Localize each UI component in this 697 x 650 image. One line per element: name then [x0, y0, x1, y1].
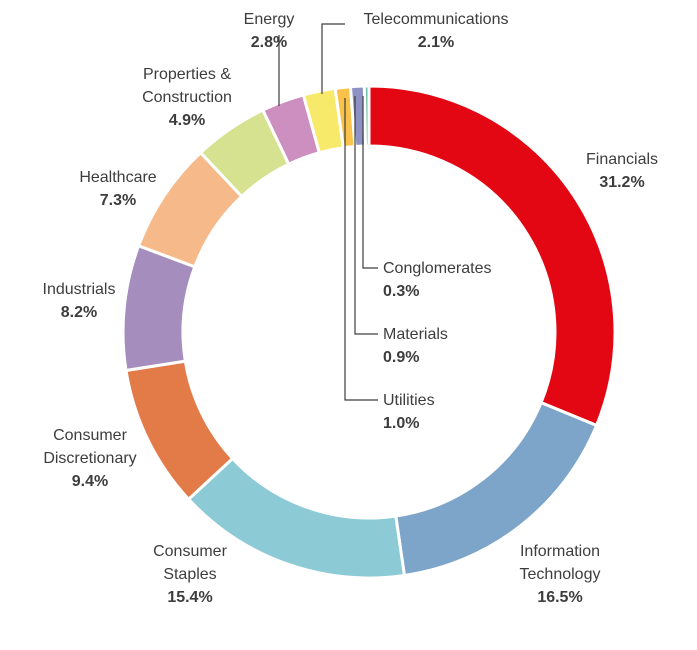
label-value: 7.3% [100, 192, 136, 209]
label-materials: Materials 0.9% [383, 326, 448, 366]
label-name-line: Consumer [153, 543, 227, 560]
leader-lines [278, 23, 378, 401]
labels-group: Financials 31.2% Information Technology 16.5… [43, 11, 658, 606]
slices-group [121, 84, 617, 580]
label-healthcare: Healthcare 7.3% [79, 169, 156, 209]
label-value: 8.2% [61, 304, 97, 321]
label-name-line: Properties & [143, 66, 231, 83]
label-consumer-discretionary: Consumer Discretionary 9.4% [43, 427, 136, 490]
slice-industrials [121, 243, 197, 373]
label-value: 2.1% [418, 34, 454, 51]
label-value: 9.4% [72, 473, 108, 490]
label-value: 31.2% [599, 174, 644, 191]
label-industrials: Industrials 8.2% [43, 281, 116, 321]
slice-conglomerates [362, 84, 371, 148]
label-name-line: Consumer [53, 427, 127, 444]
label-energy: Energy 2.8% [244, 11, 295, 51]
label-name-line: Industrials [43, 281, 116, 298]
label-utilities: Utilities 1.0% [383, 392, 435, 432]
label-name-line: Discretionary [43, 450, 136, 467]
leader-telecommunications [321, 23, 345, 94]
label-name-line: Telecommunications [364, 11, 509, 28]
label-value: 1.0% [383, 415, 419, 432]
slice-consumer-staples [186, 456, 407, 580]
label-consumer-staples: Consumer Staples 15.4% [153, 543, 227, 606]
label-name-line: Financials [586, 151, 658, 168]
label-name-line: Information [520, 543, 600, 560]
label-value: 2.8% [251, 34, 287, 51]
label-properties-and-construction: Properties & Construction 4.9% [142, 66, 232, 129]
label-value: 15.4% [167, 589, 212, 606]
label-conglomerates: Conglomerates 0.3% [383, 260, 492, 300]
slice-financials [367, 84, 617, 428]
leader-utilities [344, 98, 378, 401]
label-name-line: Utilities [383, 392, 435, 409]
label-name-line: Construction [142, 89, 232, 106]
label-name-line: Materials [383, 326, 448, 343]
label-name-line: Energy [244, 11, 295, 28]
leader-materials [354, 96, 378, 335]
label-name-line: Staples [163, 566, 216, 583]
leader-conglomerates [362, 96, 378, 269]
label-name-line: Conglomerates [383, 260, 492, 277]
label-value: 4.9% [169, 112, 205, 129]
label-information-technology: Information Technology 16.5% [520, 543, 601, 606]
label-value: 0.3% [383, 283, 419, 300]
label-value: 0.9% [383, 349, 419, 366]
label-name-line: Technology [520, 566, 601, 583]
label-name-line: Healthcare [79, 169, 156, 186]
label-value: 16.5% [537, 589, 582, 606]
label-telecommunications: Telecommunications 2.1% [364, 11, 509, 51]
label-financials: Financials 31.2% [586, 151, 658, 191]
